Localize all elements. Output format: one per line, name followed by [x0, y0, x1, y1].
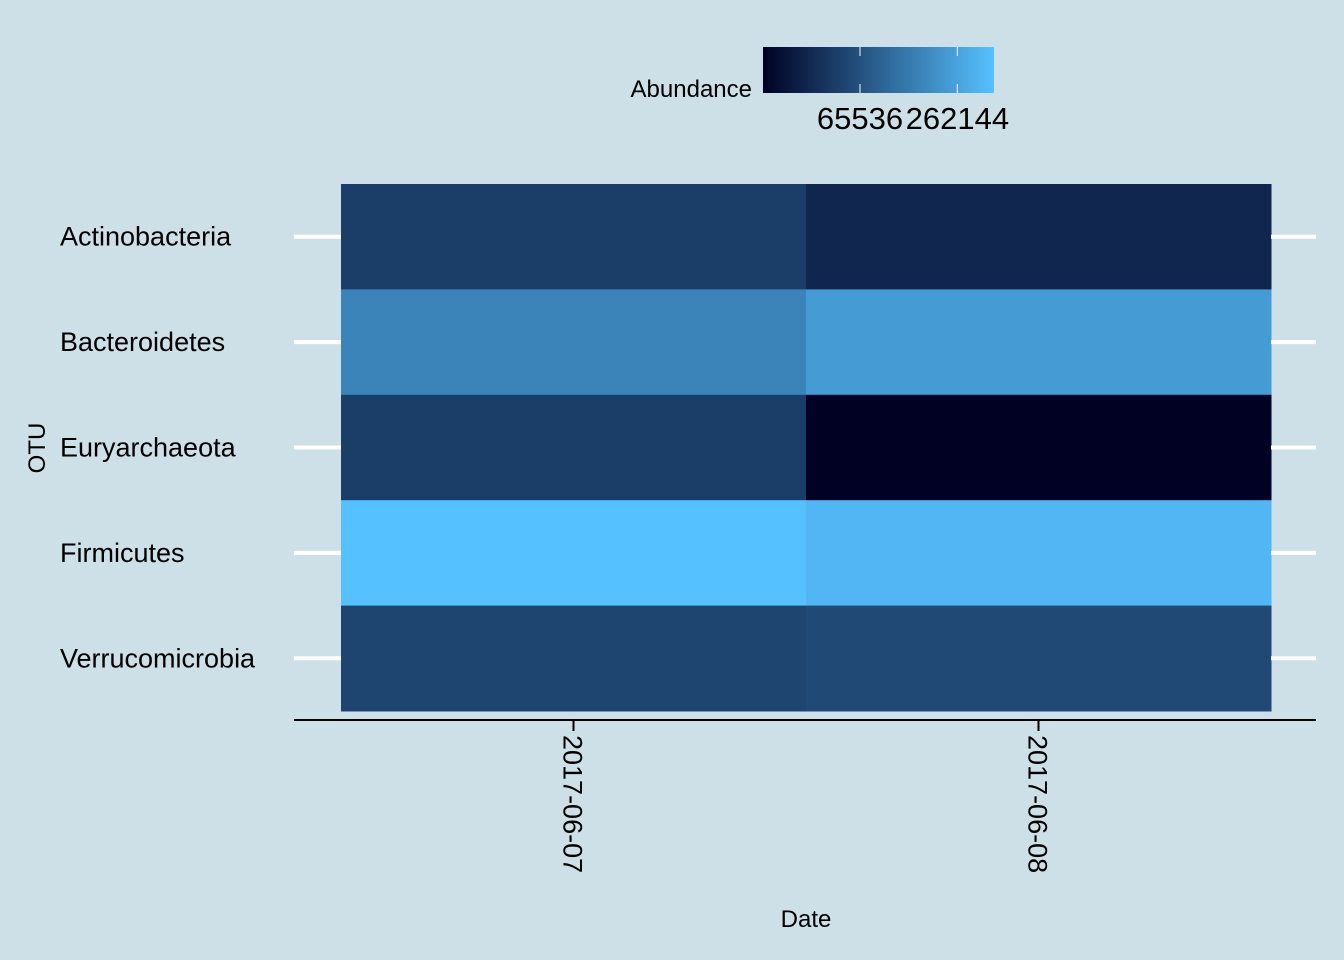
y-tick-label: Actinobacteria	[60, 222, 232, 252]
x-axis-title: Date	[781, 906, 832, 933]
x-tick-label: 2017-06-08	[1023, 735, 1053, 873]
legend: Abundance 65536 262144	[631, 47, 1009, 136]
y-axis-title: OTU	[24, 423, 51, 474]
x-tick-label: 2017-06-07	[558, 735, 588, 873]
x-axis: 2017-06-07 2017-06-08	[294, 719, 1316, 873]
y-axis: Actinobacteria Bacteroidetes Euryarchaeota…	[60, 222, 1316, 673]
legend-tick-label: 65536	[817, 101, 903, 136]
heatmap-cell	[806, 500, 1272, 607]
y-tick-label: Euryarchaeota	[60, 433, 237, 463]
heatmap-cell	[341, 605, 807, 712]
legend-title: Abundance	[631, 76, 752, 103]
heatmap-cell	[806, 184, 1272, 290]
heatmap-cell	[806, 289, 1272, 396]
heatmap-cell	[341, 289, 807, 396]
heatmap-cell	[341, 394, 807, 501]
legend-colorbar	[763, 47, 994, 93]
y-tick-label: Firmicutes	[60, 538, 185, 568]
heatmap-cell	[341, 184, 807, 290]
legend-tick-label: 262144	[906, 101, 1009, 136]
y-tick-label: Verrucomicrobia	[60, 643, 256, 673]
heatmap-tiles	[341, 184, 1272, 712]
heatmap-cell	[806, 394, 1272, 501]
heatmap-cell	[806, 605, 1272, 712]
y-tick-label: Bacteroidetes	[60, 327, 225, 357]
heatmap-cell	[341, 500, 807, 607]
